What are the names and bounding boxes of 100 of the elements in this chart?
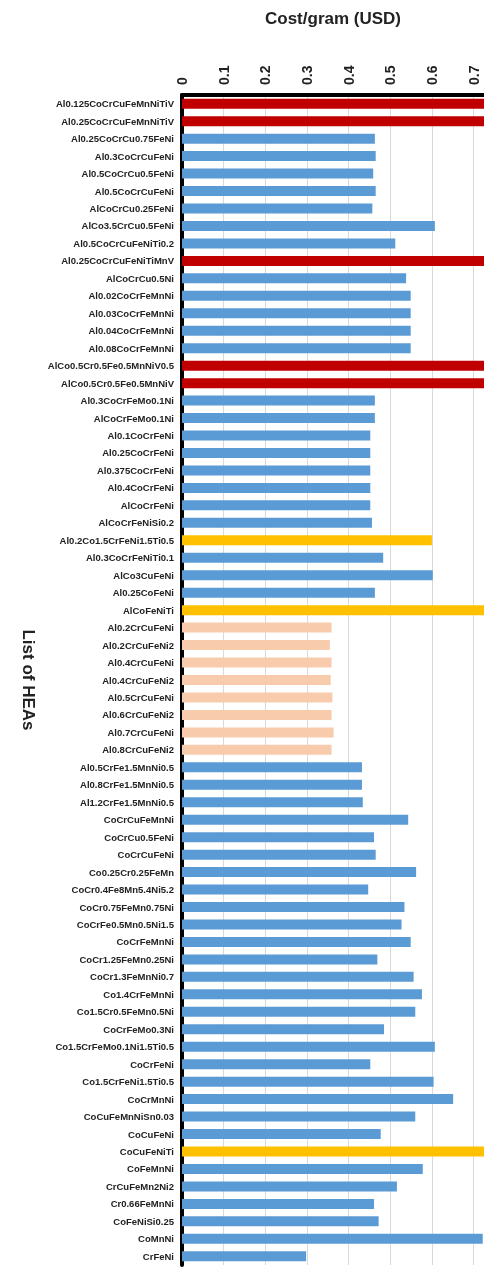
y-tick-label: CoCrFeMo0.3Ni xyxy=(103,1023,174,1035)
bar xyxy=(182,744,332,755)
bar xyxy=(182,535,432,546)
y-tick-label: Al0.2Co1.5CrFeNi1.5Ti0.5 xyxy=(59,534,175,546)
bar xyxy=(182,762,362,773)
y-tick-label: Al0.4CrCuFeNi xyxy=(107,657,174,669)
bar xyxy=(182,482,371,493)
y-tick-label: CoCr1.25FeMn0.25Ni xyxy=(79,953,174,965)
bar xyxy=(182,1146,484,1157)
y-tick-label: CoCrFeNi xyxy=(130,1058,174,1070)
bar xyxy=(182,936,411,947)
y-tick-label: AlCo3CuFeNi xyxy=(113,569,174,581)
y-tick-label: CoCuFeMnNiSn0.03 xyxy=(83,1111,174,1123)
y-tick-label: AlCoCrFeNi xyxy=(120,499,174,511)
y-tick-label: AlCoCrCu0.25FeNi xyxy=(89,203,174,215)
y-tick-label: Al0.3CoCrFeNiTi0.1 xyxy=(86,552,175,564)
bar xyxy=(182,168,374,179)
bar xyxy=(182,954,378,965)
y-tick-label: AlCoFeNiTi xyxy=(122,604,174,616)
bar xyxy=(182,814,409,825)
x-tick-label: 0.5 xyxy=(382,65,399,85)
y-tick-label: AlCoCrFeNiSi0.2 xyxy=(98,517,174,529)
y-tick-label: CrFeNi xyxy=(142,1250,174,1262)
y-tick-label: Cr0.66FeMnNi xyxy=(110,1198,174,1210)
y-tick-label: Al0.02CoCrFeMnNi xyxy=(88,290,174,302)
bar xyxy=(182,797,363,808)
x-tick-label: 0.4 xyxy=(340,65,357,85)
y-tick-label: AlCo0.5Cr0.5Fe0.5MnNiV xyxy=(61,377,175,389)
bar xyxy=(182,692,333,703)
bar xyxy=(182,430,371,441)
bar xyxy=(182,203,373,214)
y-tick-label: CoCr0.4Fe8Mn5.4Ni5.2 xyxy=(71,884,174,896)
y-tick-label: Al0.25CoCrFeNi xyxy=(102,447,174,459)
y-tick-label: Al0.2CrCuFeNi2 xyxy=(102,639,174,651)
y-tick-label: CoCr0.75FeMn0.75Ni xyxy=(79,901,174,913)
y-tick-label: Co1.5Cr0.5FeMn0.5Ni xyxy=(76,1006,174,1018)
y-tick-label: Al1.2CrFe1.5MnNi0.5 xyxy=(80,796,175,808)
y-tick-label: CoCrCu0.5FeNi xyxy=(104,831,174,843)
bar xyxy=(182,1216,379,1227)
bar xyxy=(182,1024,385,1035)
bar xyxy=(182,902,405,913)
bar xyxy=(182,570,433,581)
x-axis-title: Cost/gram (USD) xyxy=(264,9,402,28)
bar xyxy=(182,308,411,319)
x-tick-label: 0 xyxy=(174,77,190,85)
bar xyxy=(182,1181,397,1192)
y-tick-label: CoCrFe0.5Mn0.5Ni1.5 xyxy=(76,918,175,930)
y-tick-label: Al0.5CoCrCuFeNiTi0.2 xyxy=(73,237,174,249)
bar xyxy=(182,605,484,616)
bar xyxy=(182,1094,454,1105)
bar xyxy=(182,186,376,197)
y-tick-label: Co1.5CrFeNi1.5Ti0.5 xyxy=(82,1076,175,1088)
bar xyxy=(182,413,375,424)
bar xyxy=(182,343,411,354)
y-tick-label: Al0.5CoCrCuFeNi xyxy=(94,185,174,197)
y-tick-label: Al0.25CoCrCuFeMnNiTiV xyxy=(61,115,175,127)
x-tick-label: 0.6 xyxy=(423,65,440,85)
bar xyxy=(182,727,334,738)
y-tick-label: Al0.6CrCuFeNi2 xyxy=(102,709,174,721)
y-tick-label: Al0.5CoCrCu0.5FeNi xyxy=(81,168,174,180)
bar xyxy=(182,849,376,860)
y-tick-label: Al0.3CoCrCuFeNi xyxy=(94,150,174,162)
y-tick-label: Al0.4CrCuFeNi2 xyxy=(102,674,174,686)
y-tick-label: Al0.5CrFe1.5MnNi0.5 xyxy=(80,761,175,773)
bar xyxy=(182,1129,381,1140)
y-tick-label: Al0.2CrCuFeNi xyxy=(107,622,174,634)
y-tick-label: Co1.5CrFeMo0.1Ni1.5Ti0.5 xyxy=(55,1041,175,1053)
bar xyxy=(182,1076,434,1087)
bar xyxy=(182,919,402,930)
y-tick-label: Al0.125CoCrCuFeMnNiTiV xyxy=(55,98,175,110)
bar xyxy=(182,884,369,895)
bar xyxy=(182,622,332,633)
y-axis-title: List of HEAs xyxy=(18,629,38,731)
y-tick-label: CoFeMnNi xyxy=(127,1163,174,1175)
y-tick-label: Al0.8CrCuFeNi2 xyxy=(102,744,174,756)
bar xyxy=(182,1059,371,1070)
y-tick-label: Al0.25CoFeNi xyxy=(112,587,174,599)
x-tick-label: 0.2 xyxy=(257,65,274,85)
bar xyxy=(182,238,396,249)
bar xyxy=(182,779,362,790)
y-tick-label: Al0.25CoCrCu0.75FeNi xyxy=(71,133,174,145)
y-tick-label: AlCo0.5Cr0.5Fe0.5MnNiV0.5 xyxy=(47,360,175,372)
bar xyxy=(182,1006,416,1017)
y-tick-label: Al0.3CoCrFeMo0.1Ni xyxy=(80,395,174,407)
bar xyxy=(182,273,407,284)
bar xyxy=(182,133,375,144)
bar xyxy=(182,989,422,1000)
bar xyxy=(182,832,375,843)
y-tick-label: Al0.03CoCrFeMnNi xyxy=(88,307,174,319)
y-tick-label: CoCrMnNi xyxy=(127,1093,174,1105)
bar xyxy=(182,500,371,511)
bar xyxy=(182,395,375,406)
y-tick-label: CoCr1.3FeMnNi0.7 xyxy=(90,971,174,983)
bar xyxy=(182,1198,375,1209)
y-tick-label: Al0.25CoCrCuFeNiTiMnV xyxy=(61,255,175,267)
y-tick-label: CoFeNiSi0.25 xyxy=(113,1215,175,1227)
bar xyxy=(182,255,484,266)
bar xyxy=(182,867,417,878)
bar xyxy=(182,325,411,336)
y-tick-label: Al0.8CrFe1.5MnNi0.5 xyxy=(80,779,175,791)
